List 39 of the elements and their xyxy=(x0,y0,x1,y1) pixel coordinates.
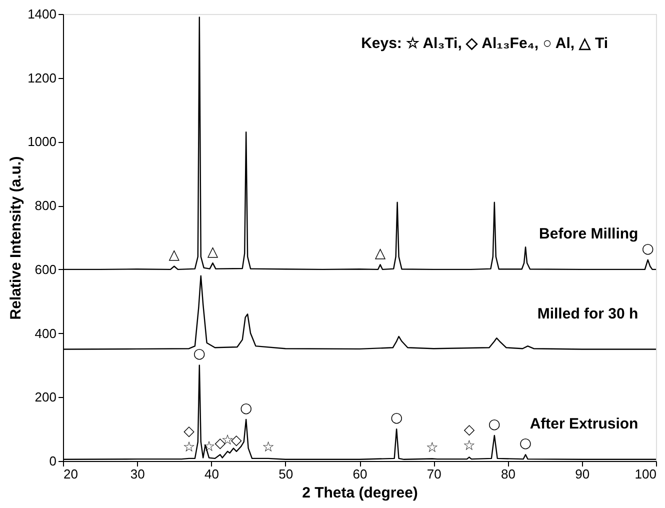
y-tick-label: 1400 xyxy=(28,6,56,22)
x-tick-label: 80 xyxy=(501,466,516,482)
annotation: ○ xyxy=(240,400,252,416)
series-label: Milled for 30 h xyxy=(537,305,638,322)
y-tick-label: 800 xyxy=(34,198,56,214)
x-axis-title: 2 Theta (degree) xyxy=(302,484,418,502)
y-axis-title: Relative Intensity (a.u.) xyxy=(8,156,25,320)
annotation: ☆ xyxy=(426,440,438,456)
y-tick-label: 600 xyxy=(34,262,56,277)
annotation: ◇ xyxy=(184,423,195,440)
annotation: ☆ xyxy=(462,438,476,454)
x-tick-label: 40 xyxy=(204,466,219,482)
annotation: ○ xyxy=(519,436,532,452)
x-tick-label: 70 xyxy=(426,466,442,482)
y-tick-label: 200 xyxy=(34,390,56,405)
annotation: ◇ xyxy=(464,422,475,438)
annotation: △ xyxy=(374,246,386,262)
y-tick-label: 1000 xyxy=(28,134,56,150)
series-label: Before Milling xyxy=(539,226,638,243)
annotation: ○ xyxy=(642,240,654,257)
y-tick-label: 400 xyxy=(34,326,56,341)
y-tick-label: 1200 xyxy=(28,70,56,86)
annotation: ☆ xyxy=(182,439,196,456)
x-tick-label: 100 xyxy=(634,466,656,482)
annotation: △ xyxy=(207,244,218,260)
series-label: After Extrusion xyxy=(530,416,638,433)
x-tick-label: 50 xyxy=(278,466,294,482)
annotation: ○ xyxy=(193,346,206,362)
annotation: ☆ xyxy=(262,439,275,456)
annotation: Keys: ☆ Al₃Ti, ◇ Al₁₃Fe₄, ○ Al, △ Ti xyxy=(361,35,608,52)
y-tick-label: 0 xyxy=(49,454,56,468)
annotation: ◇ xyxy=(231,432,242,448)
annotation: ○ xyxy=(488,416,501,432)
annotation: ○ xyxy=(390,410,403,426)
x-tick-label: 60 xyxy=(352,466,368,482)
x-tick-label: 20 xyxy=(64,466,78,482)
x-tick-label: 30 xyxy=(130,466,145,482)
x-tick-label: 90 xyxy=(575,466,590,482)
annotation: △ xyxy=(168,247,180,264)
